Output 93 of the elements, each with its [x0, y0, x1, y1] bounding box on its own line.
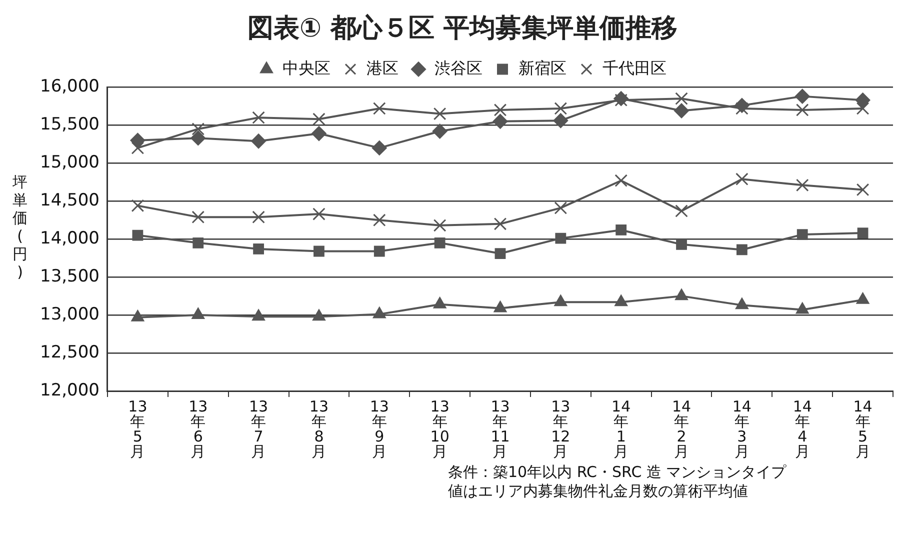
point	[796, 229, 808, 240]
point	[252, 309, 266, 321]
point	[192, 308, 205, 320]
x-tick-label: 13年7月	[248, 397, 268, 460]
point	[132, 230, 144, 241]
point	[434, 237, 446, 248]
point	[253, 244, 264, 254]
chart-title: 図表① 都心５区 平均募集坪単価推移	[247, 13, 678, 44]
y-tick-label: 12,500	[40, 342, 100, 362]
point	[372, 102, 386, 115]
point	[312, 208, 326, 220]
point	[553, 113, 568, 128]
x-tick-label: 13年12月	[551, 397, 570, 460]
point	[856, 183, 870, 196]
point	[675, 92, 688, 105]
point	[372, 140, 387, 156]
legend-label: 港区	[366, 58, 398, 78]
legend-label: 千代田区	[602, 58, 666, 78]
point	[131, 310, 144, 322]
point	[736, 244, 748, 256]
y-tick-label: 15,000	[40, 152, 100, 173]
y-tick-label: 16,000	[40, 76, 100, 97]
legend-label: 新宿区	[518, 58, 566, 78]
x-tick-label: 13年5月	[128, 397, 148, 460]
point	[614, 174, 628, 188]
point	[736, 172, 748, 186]
x-tick-label: 13年11月	[490, 397, 510, 460]
point	[432, 124, 448, 139]
point	[190, 130, 206, 146]
point	[736, 102, 748, 115]
point	[131, 199, 144, 212]
y-tick-label: 14,000	[40, 228, 100, 249]
point	[311, 126, 326, 142]
point	[616, 224, 627, 236]
point	[735, 298, 748, 310]
point	[796, 302, 809, 314]
x-tick-label: 14年4月	[792, 397, 812, 460]
point	[675, 204, 688, 218]
point	[856, 292, 870, 304]
point	[192, 237, 204, 248]
point	[674, 288, 688, 300]
point	[554, 294, 568, 306]
x-tick-label: 13年8月	[309, 397, 329, 460]
point	[433, 107, 446, 120]
x-tick-label: 14年2月	[672, 397, 692, 460]
text: 値はエリア内募集物件礼金月数の算術平均値	[448, 482, 749, 501]
y-tick-label: 13,000	[40, 304, 100, 324]
point	[251, 134, 266, 149]
y-axis-title: 坪単価(円)	[12, 173, 28, 281]
x-tick-label: 13年6月	[188, 397, 208, 460]
point	[614, 294, 628, 306]
point	[796, 104, 809, 116]
point	[314, 246, 324, 257]
point	[494, 300, 507, 312]
point	[856, 102, 870, 115]
point	[252, 111, 265, 124]
point	[192, 210, 205, 224]
point	[554, 202, 568, 214]
point	[433, 219, 446, 232]
x-tick-label: 13年9月	[370, 397, 389, 460]
point	[796, 178, 809, 192]
y-tick-label: 12,000	[40, 380, 100, 400]
point	[372, 214, 386, 227]
point	[674, 103, 690, 118]
legend-label: 中央区	[282, 58, 330, 78]
point	[312, 112, 326, 126]
point	[312, 309, 326, 321]
x-tick-label: 13年10月	[430, 397, 450, 460]
y-tick-label: 14,500	[40, 190, 100, 211]
point	[192, 122, 205, 136]
point	[374, 246, 385, 257]
point	[554, 102, 568, 115]
y-tick-label: 15,500	[40, 114, 100, 135]
point	[676, 238, 687, 250]
point	[372, 306, 386, 318]
legend-label: 渋谷区	[434, 58, 482, 78]
point	[492, 114, 508, 129]
point	[252, 210, 265, 224]
point	[494, 218, 507, 230]
point	[857, 228, 868, 238]
text: 条件：築10年以内 RC・SRC 造 マンションタイプ	[448, 463, 788, 482]
point	[131, 142, 144, 154]
point	[794, 88, 810, 104]
point	[555, 232, 566, 244]
point	[855, 92, 870, 108]
x-tick-label: 14年5月	[853, 397, 872, 460]
y-tick-label: 13,500	[40, 266, 100, 286]
point	[494, 248, 506, 259]
point	[130, 132, 146, 148]
point	[433, 296, 446, 308]
x-tick-label: 14年1月	[612, 397, 631, 460]
x-tick-label: 14年3月	[732, 397, 752, 460]
point	[494, 104, 507, 116]
